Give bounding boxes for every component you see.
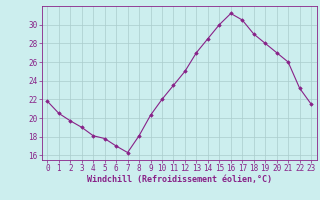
X-axis label: Windchill (Refroidissement éolien,°C): Windchill (Refroidissement éolien,°C)	[87, 175, 272, 184]
